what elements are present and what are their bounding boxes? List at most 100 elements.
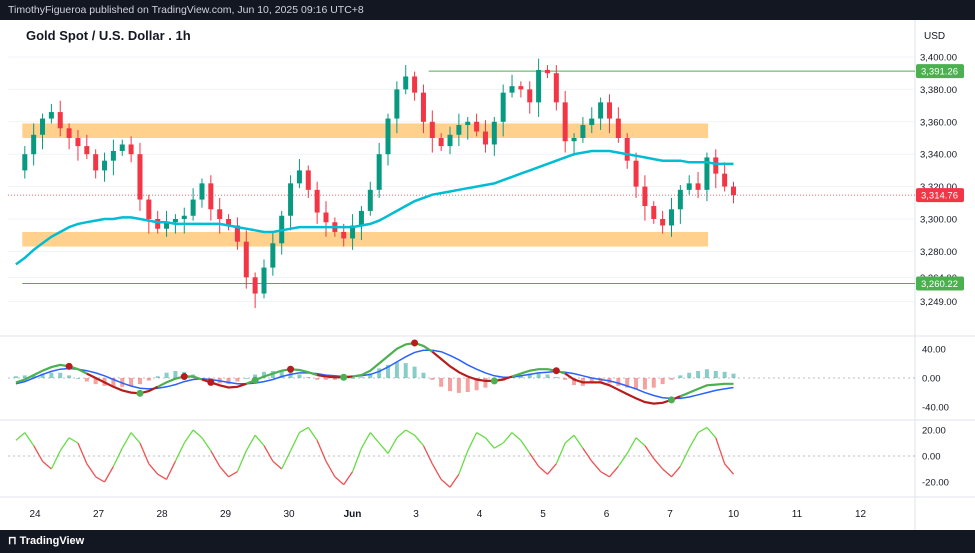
macd-histogram-bar <box>456 378 461 393</box>
macd-histogram-bar <box>439 378 444 387</box>
candle-body <box>208 183 214 210</box>
oscillator-line <box>148 463 159 475</box>
macd-tick-label: 0.00 <box>922 374 941 385</box>
macd-cross-marker-bullish <box>667 396 675 404</box>
price-tick-label: 3,340.00 <box>920 150 957 161</box>
macd-histogram-bar <box>572 378 577 386</box>
macd-cross-marker-bearish <box>411 339 419 347</box>
macd-histogram-bar <box>403 363 408 378</box>
macd-histogram-bar <box>13 376 18 378</box>
candle-body <box>323 212 329 223</box>
price-badge-label: 3,260.22 <box>921 279 958 290</box>
candle-body <box>102 160 108 171</box>
candle-body <box>22 154 28 171</box>
oscillator-line <box>95 476 105 483</box>
oscillator-line <box>121 432 132 449</box>
candle-body <box>429 121 435 138</box>
candle-body <box>651 206 657 219</box>
oscillator-line <box>538 465 548 475</box>
oscillator-line <box>157 473 167 480</box>
oscillator-line <box>59 437 70 452</box>
oscillator-line <box>724 463 734 475</box>
candle-body <box>341 231 347 239</box>
macd-histogram-bar <box>634 378 639 390</box>
candle-body <box>296 170 302 184</box>
candle-body <box>146 199 152 219</box>
candle-body <box>509 86 515 93</box>
candle-body <box>598 102 604 119</box>
price-badge-label: 3,314.76 <box>921 191 958 202</box>
oscillator-line <box>201 437 212 452</box>
oscillator-line <box>360 432 371 449</box>
chart-canvas[interactable]: 3,400.00 3,380.00 3,360.00 3,340.00 3,320.00… <box>0 0 975 530</box>
macd-histogram-bar <box>518 375 523 378</box>
macd-line <box>86 372 159 395</box>
candle-body <box>412 76 418 93</box>
candle-body <box>660 219 666 226</box>
candle-body <box>57 112 63 129</box>
candle-body <box>722 173 728 187</box>
candle-body <box>580 125 586 138</box>
macd-histogram-bar <box>696 370 701 378</box>
oscillator-line <box>219 465 230 478</box>
macd-histogram-bar <box>563 378 568 380</box>
time-tick-label: 11 <box>792 509 803 520</box>
macd-histogram-bar <box>722 371 727 378</box>
time-tick-label: 4 <box>477 509 483 520</box>
oscillator-line <box>245 434 256 452</box>
currency-label[interactable]: USD <box>924 31 946 42</box>
macd-histogram-bar <box>67 375 72 378</box>
price-badge-label: 3,391.26 <box>921 67 958 78</box>
price-tick-label: 3,249.00 <box>920 297 957 308</box>
candle-body <box>668 209 674 226</box>
candle-body <box>164 222 170 229</box>
price-tick-label: 3,320.00 <box>920 182 957 193</box>
candle-body <box>226 219 232 226</box>
oscillator-line <box>281 450 292 470</box>
oscillator-line <box>573 434 584 449</box>
oscillator-line <box>422 445 433 465</box>
candle-body <box>172 219 178 223</box>
candle-body <box>190 199 196 216</box>
price-tick-label: 3,360.00 <box>920 117 957 128</box>
macd-histogram-bar <box>465 378 470 393</box>
oscillator-line <box>316 440 327 462</box>
macd-line <box>564 372 681 405</box>
macd-histogram-bar <box>651 378 656 388</box>
candle-body <box>704 157 710 190</box>
macd-histogram-bar <box>75 378 80 379</box>
candle-body <box>474 121 480 132</box>
candle-body <box>305 170 311 190</box>
candle-body <box>243 241 249 278</box>
macd-histogram-bar <box>315 378 320 380</box>
oscillator-line <box>351 447 363 472</box>
oscillator-line <box>564 434 575 444</box>
macd-histogram-bar <box>545 374 550 378</box>
candle-body <box>119 144 125 151</box>
macd-histogram-bar <box>93 378 98 385</box>
macd-histogram-bar <box>235 378 240 382</box>
oscillator-line <box>15 432 26 441</box>
brand-text: TradingView <box>19 535 85 547</box>
oscillator-line <box>662 468 672 478</box>
macd-line <box>15 363 88 384</box>
macd-histogram-bar <box>678 375 683 378</box>
candle-body <box>217 209 223 219</box>
oscillator-line <box>68 437 79 444</box>
macd-signal-line <box>15 349 734 400</box>
oscillator-line <box>591 460 602 473</box>
publisher-text: TimothyFigueroa published on TradingView… <box>8 4 364 16</box>
candle-body <box>40 118 46 135</box>
oscillator-line <box>24 432 35 446</box>
tradingview-logo[interactable]: ⊓ TradingView <box>8 535 85 547</box>
macd-histogram-bar <box>129 378 134 386</box>
oscillator-line <box>511 432 522 441</box>
oscillator-line <box>289 432 301 452</box>
candle-body <box>75 138 81 147</box>
candle-body <box>261 267 267 294</box>
candle-body <box>181 215 187 219</box>
candle-body <box>31 134 37 155</box>
candle-body <box>731 186 736 196</box>
candle-body <box>438 138 444 147</box>
candle-body <box>606 102 612 119</box>
